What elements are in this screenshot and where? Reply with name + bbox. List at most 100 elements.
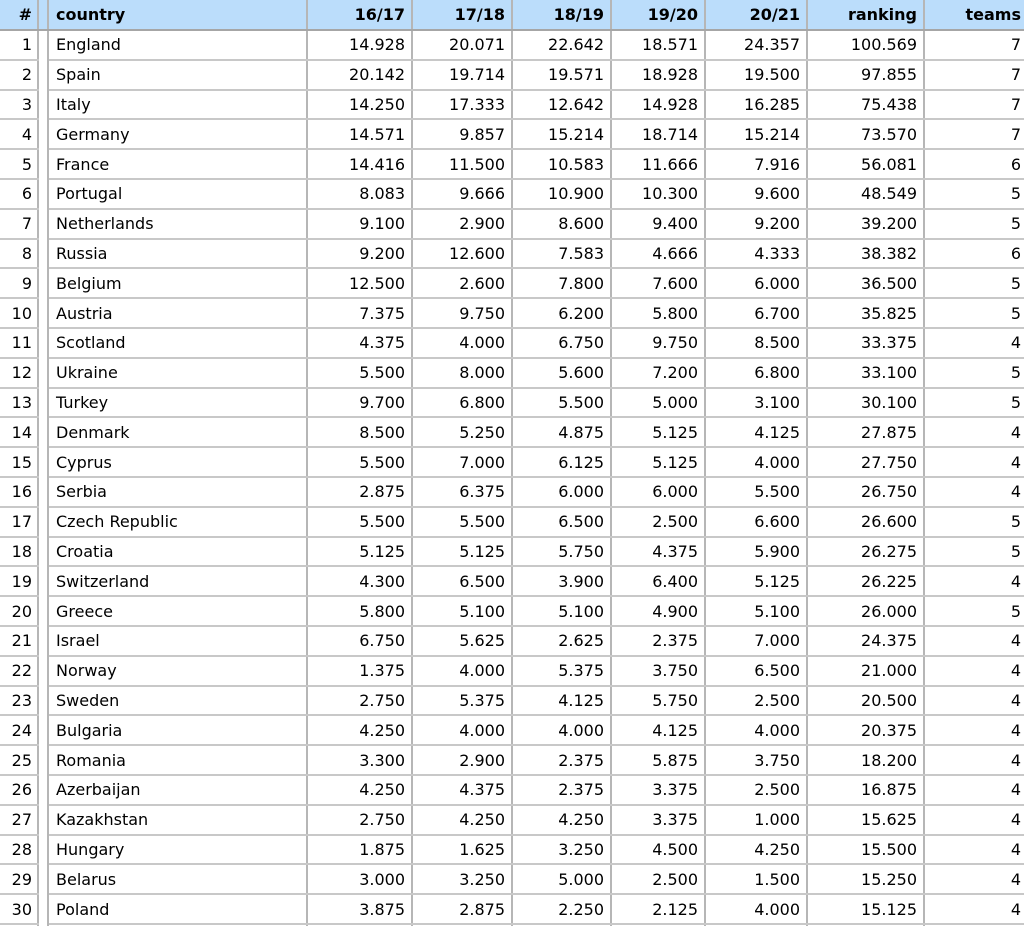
season-19-20-cell: 5.875 (611, 745, 706, 776)
season-17-18-cell: 1.625 (412, 834, 513, 866)
country-cell: Scotland (48, 327, 308, 359)
season-17-18-cell: 6.500 (412, 566, 513, 598)
teams-cell: 5 (924, 208, 1024, 240)
season-18-19-cell: 19.571 (512, 59, 612, 91)
season-20-21-cell: 1.000 (705, 804, 808, 836)
teams-cell: 7 (924, 89, 1024, 121)
teams-cell: 4 (924, 655, 1024, 687)
season-20-21-cell: 5.500 (705, 476, 808, 508)
season-19-20-cell: 18.714 (611, 119, 706, 151)
season-18-19-cell: 3.250 (512, 834, 612, 866)
rank-cell: 1 (0, 30, 39, 61)
season-16-17-cell: 4.250 (307, 715, 413, 747)
season-17-18-cell: 4.000 (412, 327, 513, 359)
season-20-21-cell: 3.750 (705, 745, 808, 776)
teams-cell: 5 (924, 178, 1024, 210)
country-cell: Hungary (48, 834, 308, 866)
table-row: 24 Bulgaria 4.250 4.000 4.000 4.125 4.000 20.37… (0, 715, 1024, 747)
table-row: 25 Romania 3.300 2.900 2.375 5.875 3.750 18.200… (0, 745, 1024, 776)
ranking-cell: 21.000 (807, 655, 925, 687)
season-20-21-cell: 1.500 (705, 864, 808, 896)
spacer-cell (38, 327, 49, 358)
spacer-cell (38, 864, 49, 895)
country-cell: Belarus (48, 864, 308, 896)
country-cell: Ukraine (48, 357, 308, 389)
teams-cell: 7 (924, 30, 1024, 61)
ranking-cell: 26.600 (807, 506, 925, 538)
season-16-17-cell: 14.416 (307, 149, 413, 180)
rank-cell: 17 (0, 506, 39, 538)
season-19-20-cell: 5.800 (611, 298, 706, 329)
spacer-cell (38, 476, 49, 507)
table-row: 12 Ukraine 5.500 8.000 5.600 7.200 6.800 33.100… (0, 357, 1024, 389)
season-17-18-cell: 5.100 (412, 596, 513, 627)
spacer-cell (38, 894, 49, 924)
partial-row-cell (48, 923, 308, 926)
ranking-cell: 48.549 (807, 178, 925, 210)
season-20-21-cell: 6.700 (705, 298, 808, 329)
season-19-20-cell: 2.375 (611, 625, 706, 657)
season-19-20-cell: 10.300 (611, 178, 706, 210)
season-18-19-cell: 5.500 (512, 387, 612, 419)
ranking-cell: 20.375 (807, 715, 925, 747)
teams-cell: 4 (924, 804, 1024, 836)
ranking-cell: 56.081 (807, 149, 925, 180)
rank-cell: 21 (0, 625, 39, 657)
header-row: # country 16/17 17/18 18/19 19/20 20/21 ranking… (0, 0, 1024, 31)
country-cell: Azerbaijan (48, 774, 308, 806)
table-row: 4 Germany 14.571 9.857 15.214 18.714 15.214 73.… (0, 119, 1024, 151)
rank-cell: 9 (0, 268, 39, 300)
season-18-19-cell: 6.750 (512, 327, 612, 359)
season-17-18-cell: 4.000 (412, 655, 513, 687)
season-20-21-cell: 24.357 (705, 30, 808, 61)
teams-cell: 4 (924, 685, 1024, 717)
teams-cell: 5 (924, 536, 1024, 568)
country-cell: Bulgaria (48, 715, 308, 747)
teams-cell: 4 (924, 894, 1024, 925)
season-17-18-column-header: 17/18 (412, 0, 513, 31)
rank-cell: 29 (0, 864, 39, 896)
partial-row-cell (412, 923, 513, 926)
season-17-18-cell: 19.714 (412, 59, 513, 91)
partial-row-cell (512, 923, 612, 926)
ranking-cell: 26.225 (807, 566, 925, 598)
teams-cell: 4 (924, 834, 1024, 866)
season-16-17-cell: 5.800 (307, 596, 413, 627)
season-19-20-cell: 4.666 (611, 238, 706, 270)
season-17-18-cell: 11.500 (412, 149, 513, 180)
season-19-20-cell: 11.666 (611, 149, 706, 180)
season-16-17-column-header: 16/17 (307, 0, 413, 31)
season-19-20-cell: 6.400 (611, 566, 706, 598)
rank-cell: 26 (0, 774, 39, 806)
country-cell: Belgium (48, 268, 308, 300)
country-cell: England (48, 30, 308, 61)
season-18-19-cell: 5.375 (512, 655, 612, 687)
teams-cell: 7 (924, 119, 1024, 151)
season-17-18-cell: 5.250 (412, 417, 513, 449)
ranking-cell: 15.500 (807, 834, 925, 866)
season-19-20-cell: 4.125 (611, 715, 706, 747)
season-16-17-cell: 3.000 (307, 864, 413, 896)
spacer-cell (38, 178, 49, 209)
teams-cell: 4 (924, 715, 1024, 747)
rank-cell: 15 (0, 447, 39, 478)
ranking-cell: 15.625 (807, 804, 925, 836)
country-cell: Germany (48, 119, 308, 151)
rank-cell: 19 (0, 566, 39, 598)
season-20-21-cell: 6.500 (705, 655, 808, 687)
ranking-column-header: ranking (807, 0, 925, 31)
spacer-cell (38, 625, 49, 656)
table-row: 15 Cyprus 5.500 7.000 6.125 5.125 4.000 27.750 4 (0, 447, 1024, 478)
season-19-20-cell: 4.900 (611, 596, 706, 627)
table-row: 13 Turkey 9.700 6.800 5.500 5.000 3.100 30.100 5 (0, 387, 1024, 419)
season-19-20-cell: 2.500 (611, 506, 706, 538)
partial-row-cell (307, 923, 413, 926)
table-row: 27 Kazakhstan 2.750 4.250 4.250 3.375 1.000 15.… (0, 804, 1024, 836)
table-row: 1 England 14.928 20.071 22.642 18.571 24.357 10… (0, 30, 1024, 61)
partial-row-cell (705, 923, 808, 926)
season-17-18-cell: 2.900 (412, 208, 513, 240)
teams-cell: 4 (924, 417, 1024, 449)
ranking-cell: 27.875 (807, 417, 925, 449)
ranking-cell: 15.250 (807, 864, 925, 896)
